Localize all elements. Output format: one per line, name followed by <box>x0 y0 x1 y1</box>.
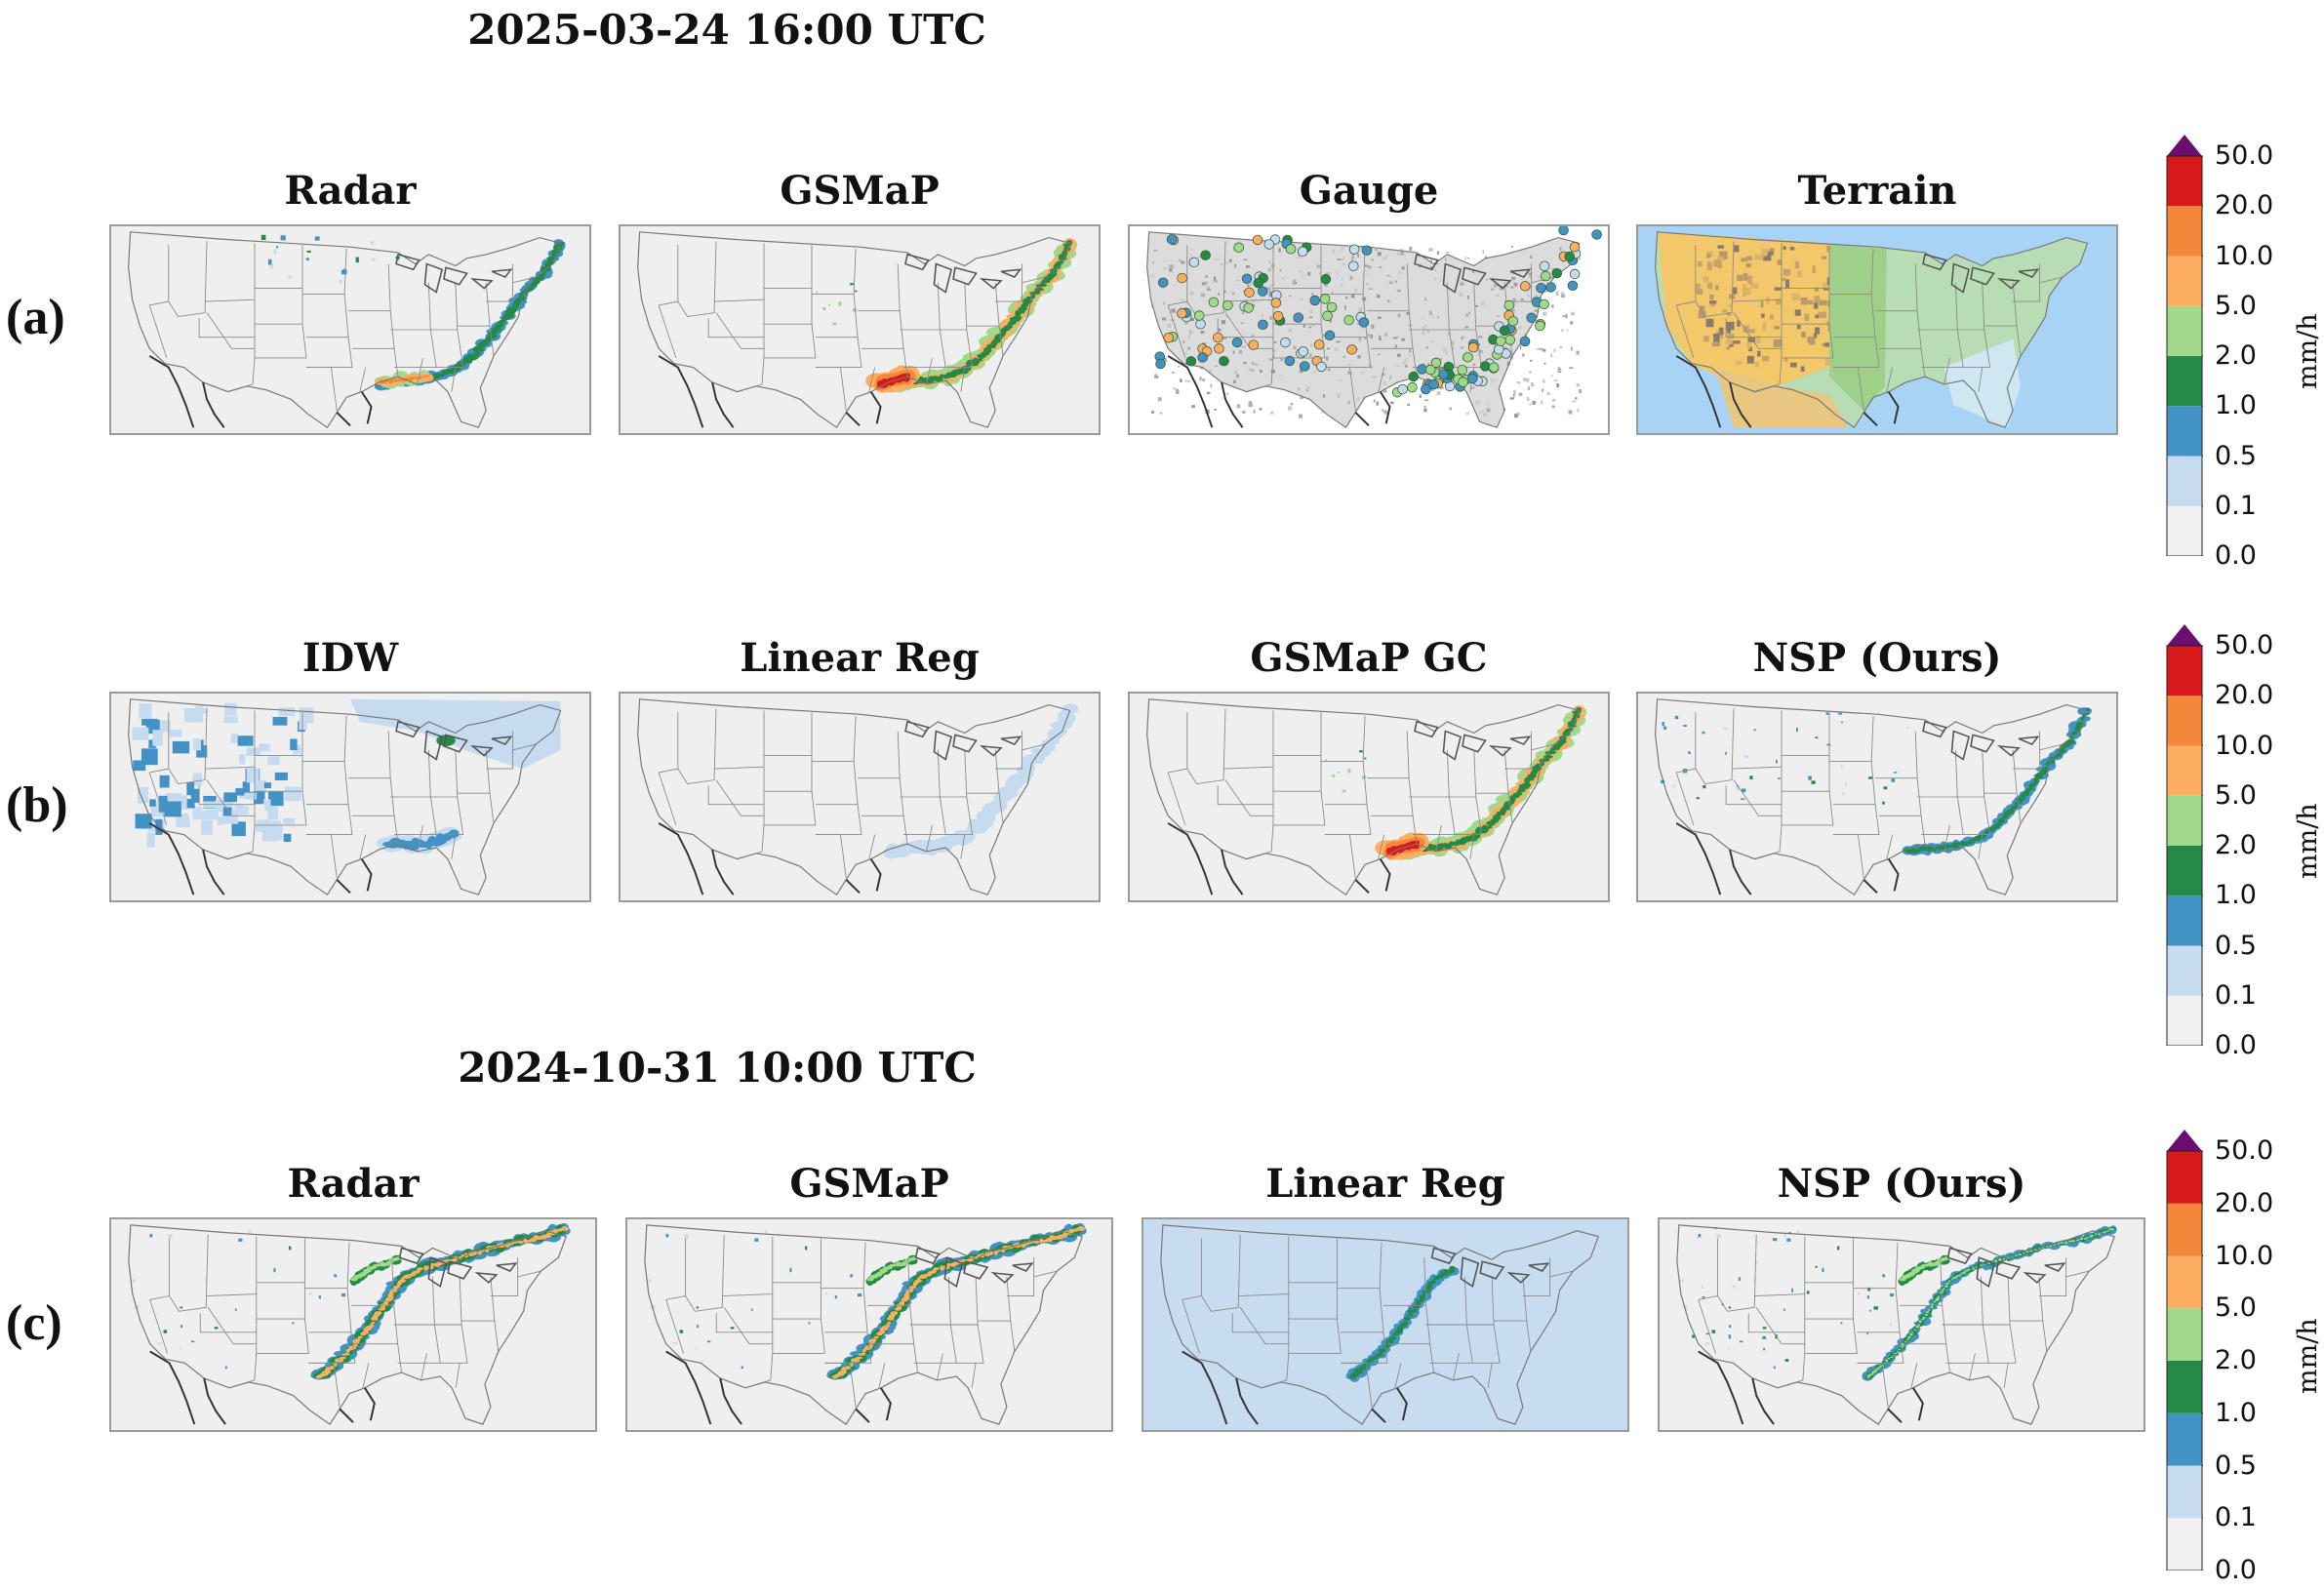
colorbar-segment <box>2167 1465 2202 1519</box>
panel-title-a4: Terrain <box>1797 168 1957 214</box>
date-title-1: 2025-03-24 16:00 UTC <box>467 6 986 54</box>
colorbar-tick-label: 0.5 <box>2215 930 2257 961</box>
colorbar-segment <box>2167 646 2202 696</box>
colorbar-tick-label: 0.0 <box>2215 540 2257 571</box>
panel-title-c4: NSP (Ours) <box>1777 1161 2026 1207</box>
panel-title-b4: NSP (Ours) <box>1752 635 2002 681</box>
map-panel-gauge-a <box>1128 224 1610 435</box>
map-panel-terrain-a <box>1636 224 2118 435</box>
colorbar-scale <box>2166 624 2203 1046</box>
colorbar-tick-label: 0.0 <box>2215 1555 2257 1585</box>
colorbar-segment <box>2167 1255 2202 1309</box>
colorbar-segment <box>2167 1151 2202 1204</box>
panel-title-b3: GSMaP GC <box>1250 635 1488 681</box>
colorbar-segment <box>2167 156 2202 207</box>
colorbar-segment <box>2167 846 2202 896</box>
row-label-c: (c) <box>6 1295 62 1351</box>
colorbar-segment <box>2167 505 2202 556</box>
colorbar-tick-label: 0.5 <box>2215 1450 2257 1481</box>
colorbar-tick-label: 50.0 <box>2215 140 2274 171</box>
date-title-2: 2024-10-31 10:00 UTC <box>458 1044 977 1092</box>
colorbar-tick-label: 1.0 <box>2215 390 2257 421</box>
colorbar-tick-label: 20.0 <box>2215 1187 2274 1218</box>
map-panel-linear-reg-c <box>1142 1217 1629 1432</box>
colorbar-segment <box>2167 795 2202 846</box>
colorbar-tick-label: 1.0 <box>2215 1397 2257 1428</box>
colorbar-segment <box>2167 1361 2202 1413</box>
colorbar-segment <box>2167 1518 2202 1570</box>
colorbar-unit-label: mm/h <box>2293 1318 2323 1394</box>
colorbar-segment <box>2167 1308 2202 1361</box>
panel-title-a1: Radar <box>284 168 417 214</box>
panel-title-b2: Linear Reg <box>740 635 980 681</box>
colorbar-segment <box>2167 995 2202 1046</box>
colorbar-scale <box>2166 1130 2203 1570</box>
colorbar-unit-label: mm/h <box>2293 313 2323 389</box>
colorbar-segment <box>2167 206 2202 257</box>
colorbar-segment <box>2167 305 2202 356</box>
colorbar-tick-label: 0.1 <box>2215 1502 2257 1533</box>
colorbar-tick-label: 5.0 <box>2215 779 2257 811</box>
colorbar-unit-label: mm/h <box>2293 803 2323 879</box>
colorbar-segment <box>2167 745 2202 796</box>
colorbar-b: 0.0 0.1 0.5 1.0 2.0 5.0 10.0 20.0 50.0 mm/h <box>2166 624 2324 1065</box>
colorbar-tick-label: 0.0 <box>2215 1030 2257 1060</box>
row-label-b: (b) <box>6 777 68 833</box>
map-panel-idw-b <box>109 692 591 902</box>
colorbar-tick-label: 5.0 <box>2215 1292 2257 1324</box>
colorbar-tick-label: 0.1 <box>2215 979 2257 1011</box>
map-panel-nsp-c <box>1658 1217 2145 1432</box>
colorbar-tick-label: 50.0 <box>2215 1135 2274 1166</box>
map-panel-gsmap-c <box>625 1217 1113 1432</box>
colorbar-segment <box>2167 256 2202 306</box>
colorbar-segment <box>2167 696 2202 746</box>
colorbar-segment <box>2167 356 2202 407</box>
colorbar-segment <box>2167 406 2202 457</box>
colorbar-tick-label: 2.0 <box>2215 1345 2257 1375</box>
colorbar-segment <box>2167 456 2202 506</box>
panel-title-c1: Radar <box>287 1161 420 1207</box>
colorbar-scale <box>2166 135 2203 556</box>
colorbar-segment <box>2167 1203 2202 1256</box>
colorbar-tick-label: 0.5 <box>2215 440 2257 471</box>
colorbar-tick-label: 50.0 <box>2215 630 2274 660</box>
colorbar-c: 0.0 0.1 0.5 1.0 2.0 5.0 10.0 20.0 50.0 mm/h <box>2166 1130 2324 1590</box>
panel-title-c3: Linear Reg <box>1265 1161 1505 1207</box>
colorbar-tick-label: 1.0 <box>2215 880 2257 911</box>
colorbar-tick-label: 0.1 <box>2215 490 2257 521</box>
panel-title-a2: GSMaP <box>780 168 940 214</box>
map-panel-gsmap-gc-b <box>1128 692 1610 902</box>
panel-title-b1: IDW <box>301 635 399 681</box>
colorbar-tick-label: 2.0 <box>2215 340 2257 371</box>
panel-title-c2: GSMaP <box>789 1161 949 1207</box>
colorbar-tick-label: 5.0 <box>2215 290 2257 321</box>
colorbar-tick-label: 10.0 <box>2215 730 2274 761</box>
row-label-a: (a) <box>6 290 65 345</box>
panel-title-a3: Gauge <box>1299 168 1439 214</box>
colorbar-a: 0.0 0.1 0.5 1.0 2.0 5.0 10.0 20.0 50.0 mm/h <box>2166 135 2324 576</box>
colorbar-segment <box>2167 1412 2202 1466</box>
colorbar-tick-label: 2.0 <box>2215 830 2257 860</box>
colorbar-tick-label: 10.0 <box>2215 240 2274 271</box>
colorbar-tick-label: 10.0 <box>2215 1240 2274 1271</box>
map-panel-linear-reg-b <box>619 692 1101 902</box>
colorbar-tick-label: 20.0 <box>2215 190 2274 221</box>
map-panel-radar-a <box>109 224 591 435</box>
colorbar-segment <box>2167 945 2202 996</box>
colorbar-tick-label: 20.0 <box>2215 680 2274 711</box>
map-panel-radar-c <box>109 1217 597 1432</box>
colorbar-segment <box>2167 895 2202 946</box>
map-panel-nsp-b <box>1636 692 2118 902</box>
map-panel-gsmap-a <box>619 224 1101 435</box>
